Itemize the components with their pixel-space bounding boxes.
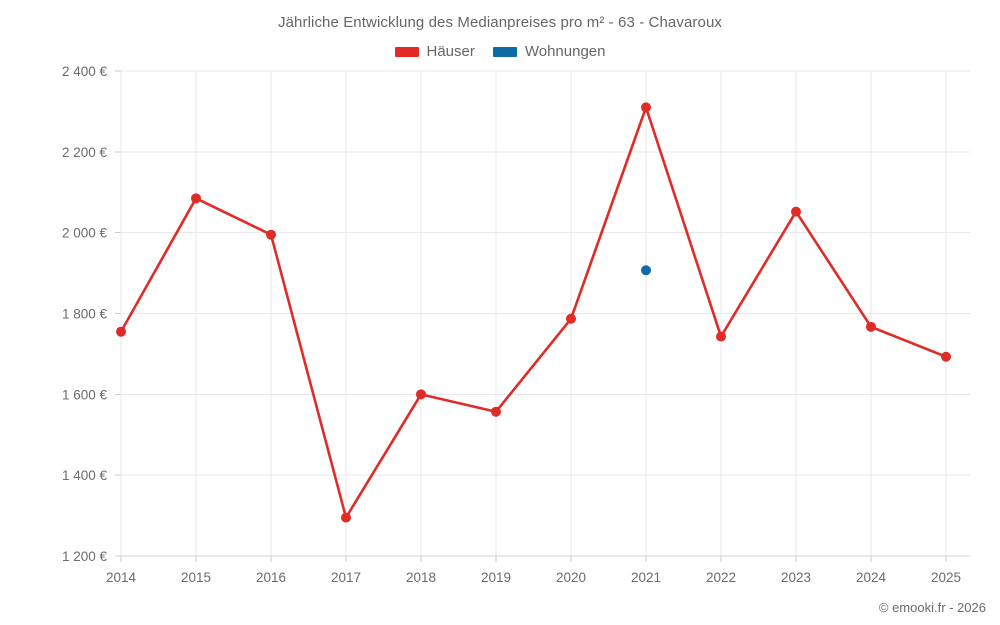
y-axis-tick-label: 2 200 € [62,145,108,160]
x-axis-tick-label: 2023 [781,570,811,585]
data-point-häuser[interactable] [266,229,276,240]
data-point-häuser[interactable] [791,206,801,217]
legend-swatch-hauser [394,46,419,57]
y-axis-tick-label: 2 000 € [62,226,108,241]
data-point-häuser[interactable] [116,326,126,337]
x-axis-tick-label: 2014 [106,570,137,585]
data-point-häuser[interactable] [641,102,651,113]
data-point-häuser[interactable] [191,193,201,204]
chart-credit: © emooki.fr - 2026 [878,600,986,615]
data-point-häuser[interactable] [941,351,951,362]
y-axis-tick-label: 1 600 € [62,387,108,402]
legend-label-wohnungen: Wohnungen [524,43,606,60]
x-axis-tick-label: 2021 [631,570,661,585]
y-axis-tick-label: 2 400 € [62,64,108,79]
data-point-häuser[interactable] [866,321,876,332]
series-line-häuser[interactable] [119,106,948,519]
x-axis-tick-label: 2025 [931,570,961,585]
data-point-häuser[interactable] [416,389,426,400]
data-point-häuser[interactable] [341,512,351,523]
x-axis-tick-label: 2017 [331,570,361,585]
data-point-häuser[interactable] [491,406,501,417]
legend-swatch-wohnungen [492,46,517,57]
legend-item-wohnungen[interactable]: Wohnungen [492,43,606,60]
data-point-wohnungen[interactable] [641,265,651,276]
x-axis-tick-label: 2020 [556,570,586,585]
x-axis-tick-label: 2024 [856,570,887,585]
y-axis-tick-label: 1 800 € [62,307,108,322]
y-axis-tick-label: 1 400 € [62,468,108,483]
x-axis-tick-label: 2022 [706,570,736,585]
chart-legend: Häuser Wohnungen [0,43,1000,60]
legend-item-hauser[interactable]: Häuser [394,43,475,60]
x-axis-tick-label: 2019 [481,570,511,585]
x-axis-tick-label: 2018 [406,570,436,585]
chart-title: Jährliche Entwicklung des Medianpreises … [278,14,722,31]
data-point-häuser[interactable] [566,313,576,324]
x-axis-tick-label: 2016 [256,570,286,585]
y-axis-tick-label: 1 200 € [62,549,108,564]
data-point-häuser[interactable] [716,331,726,342]
x-axis-tick-label: 2015 [181,570,211,585]
legend-label-hauser: Häuser [426,43,475,60]
